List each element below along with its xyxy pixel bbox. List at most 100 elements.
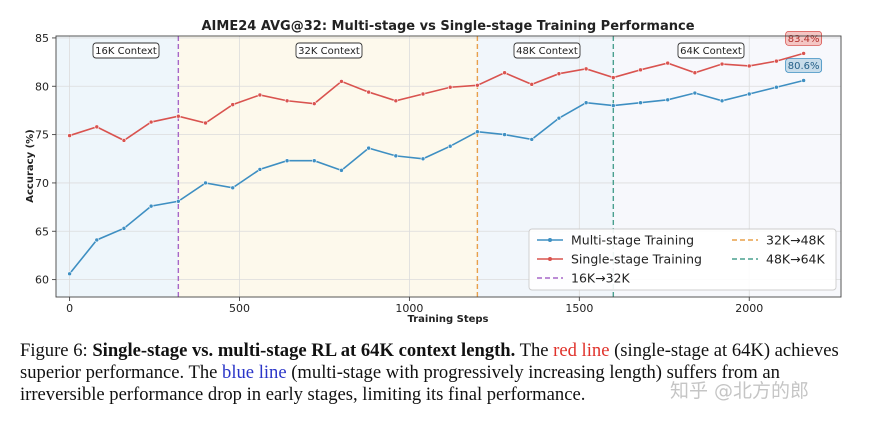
data-point-0-17 — [529, 137, 535, 142]
legend-label-3: 32K→48K — [766, 233, 825, 248]
data-point-1-21 — [638, 67, 643, 73]
data-point-0-26 — [774, 84, 779, 90]
data-point-0-8 — [284, 158, 290, 163]
data-point-0-25 — [746, 91, 752, 97]
legend-label-2: 16K→32K — [571, 271, 630, 286]
data-point-0-7 — [257, 167, 263, 172]
data-point-0-11 — [366, 145, 371, 151]
data-point-0-4 — [176, 199, 181, 204]
data-point-1-20 — [611, 75, 616, 80]
legend-label-1: Single-stage Training — [571, 252, 702, 267]
data-point-1-8 — [284, 98, 290, 104]
data-point-1-25 — [746, 63, 752, 69]
x-tick-label-2: 1000 — [395, 302, 423, 315]
data-point-1-9 — [311, 101, 317, 106]
y-tick-label-5: 85 — [35, 32, 49, 45]
chart: 80.6%83.4% 0 500 1000 1500 2000606570758085 … — [25, 19, 842, 325]
data-point-0-20 — [611, 103, 616, 108]
series-line-0 — [68, 79, 804, 275]
caption-figure-label: Figure 6: — [20, 340, 93, 361]
x-tick-label-1: 500 — [229, 302, 250, 315]
data-point-1-26 — [774, 58, 779, 64]
end-label-0: 80.6% — [788, 61, 820, 72]
legend-marker-1 — [548, 257, 552, 261]
data-point-1-18 — [556, 71, 562, 76]
data-point-1-27 — [801, 51, 806, 56]
y-tick-label-1: 65 — [35, 225, 49, 238]
plot-frame — [55, 35, 842, 298]
legend-marker-0 — [548, 238, 552, 242]
data-point-1-22 — [665, 60, 670, 66]
data-point-0-19 — [583, 100, 589, 105]
watermark: 知乎 @北方的郎 — [670, 380, 810, 402]
data-point-1-0 — [67, 133, 72, 138]
caption-red-line: red line — [553, 340, 610, 361]
region-label-1: 32K Context — [298, 46, 360, 57]
caption-text-1: The — [515, 340, 554, 361]
data-point-1-4 — [176, 113, 181, 119]
region-1 — [178, 36, 478, 297]
data-point-1-6 — [230, 102, 236, 107]
end-label-box-0 — [785, 58, 823, 73]
figure-caption: Figure 6: Single-stage vs. multi-stage R… — [20, 340, 860, 406]
data-point-1-19 — [583, 66, 589, 72]
legend-label-4: 48K→64K — [766, 252, 825, 267]
region-labels: 16K Context 32K Context 48K Context 64K Con… — [92, 42, 745, 59]
data-point-1-10 — [339, 79, 344, 84]
data-point-0-21 — [638, 100, 643, 105]
data-point-0-14 — [447, 143, 453, 149]
data-point-0-27 — [801, 78, 806, 83]
data-point-1-7 — [257, 92, 263, 98]
x-tick-label-0: 0 — [66, 302, 73, 315]
region-label-2: 48K Context — [516, 46, 578, 57]
end-label-box-1 — [785, 30, 823, 46]
y-axis-label: Accuracy (%) — [25, 129, 36, 202]
data-point-0-24 — [719, 98, 725, 104]
data-point-0-1 — [94, 237, 100, 243]
data-point-0-16 — [502, 132, 507, 137]
data-point-1-13 — [420, 91, 426, 97]
caption-bold-title: Single-stage vs. multi-stage RL at 64K c… — [92, 340, 516, 361]
caption-text-3: (multi-stage with progressively increasi… — [20, 362, 780, 405]
data-point-1-1 — [94, 124, 100, 130]
region-label-3: 64K Context — [680, 46, 742, 57]
caption-text-2: (single-stage at 64K) achieves superior … — [20, 340, 839, 383]
region-label-0: 16K Context — [95, 46, 157, 57]
data-point-1-23 — [692, 70, 698, 76]
data-point-0-18 — [556, 115, 562, 121]
y-tick-label-3: 75 — [35, 129, 49, 142]
data-point-1-11 — [366, 89, 371, 95]
data-point-0-5 — [203, 180, 208, 186]
region-label-box-2 — [513, 42, 581, 59]
y-tick-label-2: 70 — [35, 177, 49, 190]
data-point-1-14 — [447, 84, 453, 90]
caption-blue-line: blue line — [222, 362, 287, 383]
data-point-0-6 — [230, 185, 236, 191]
data-point-1-5 — [203, 120, 208, 126]
data-point-1-2 — [121, 138, 127, 143]
data-point-0-10 — [339, 168, 344, 173]
end-label-1: 83.4% — [788, 34, 820, 45]
y-tick-label-4: 80 — [35, 80, 49, 93]
data-point-0-9 — [311, 158, 317, 163]
data-point-1-15 — [475, 83, 480, 88]
region-label-box-1 — [295, 42, 363, 59]
data-point-0-13 — [420, 156, 426, 162]
data-point-0-0 — [67, 271, 72, 277]
data-point-1-24 — [719, 61, 725, 67]
series-line-1 — [69, 52, 804, 142]
x-tick-label-4: 2000 — [735, 302, 763, 315]
x-tick-label-3: 1500 — [565, 302, 593, 315]
legend: Multi-stage Training Single-stage Trainin… — [528, 228, 837, 291]
data-point-0-12 — [393, 153, 399, 159]
data-point-1-16 — [502, 70, 507, 76]
data-point-0-15 — [475, 129, 480, 134]
data-point-0-22 — [665, 97, 670, 103]
y-tick-label-0: 60 — [35, 274, 49, 287]
series: 80.6% 83.4% — [67, 30, 823, 277]
data-point-1-17 — [529, 82, 535, 87]
region-0 — [56, 36, 179, 297]
region-label-box-0 — [92, 42, 160, 59]
data-point-0-23 — [692, 90, 698, 96]
data-point-0-2 — [121, 226, 127, 231]
